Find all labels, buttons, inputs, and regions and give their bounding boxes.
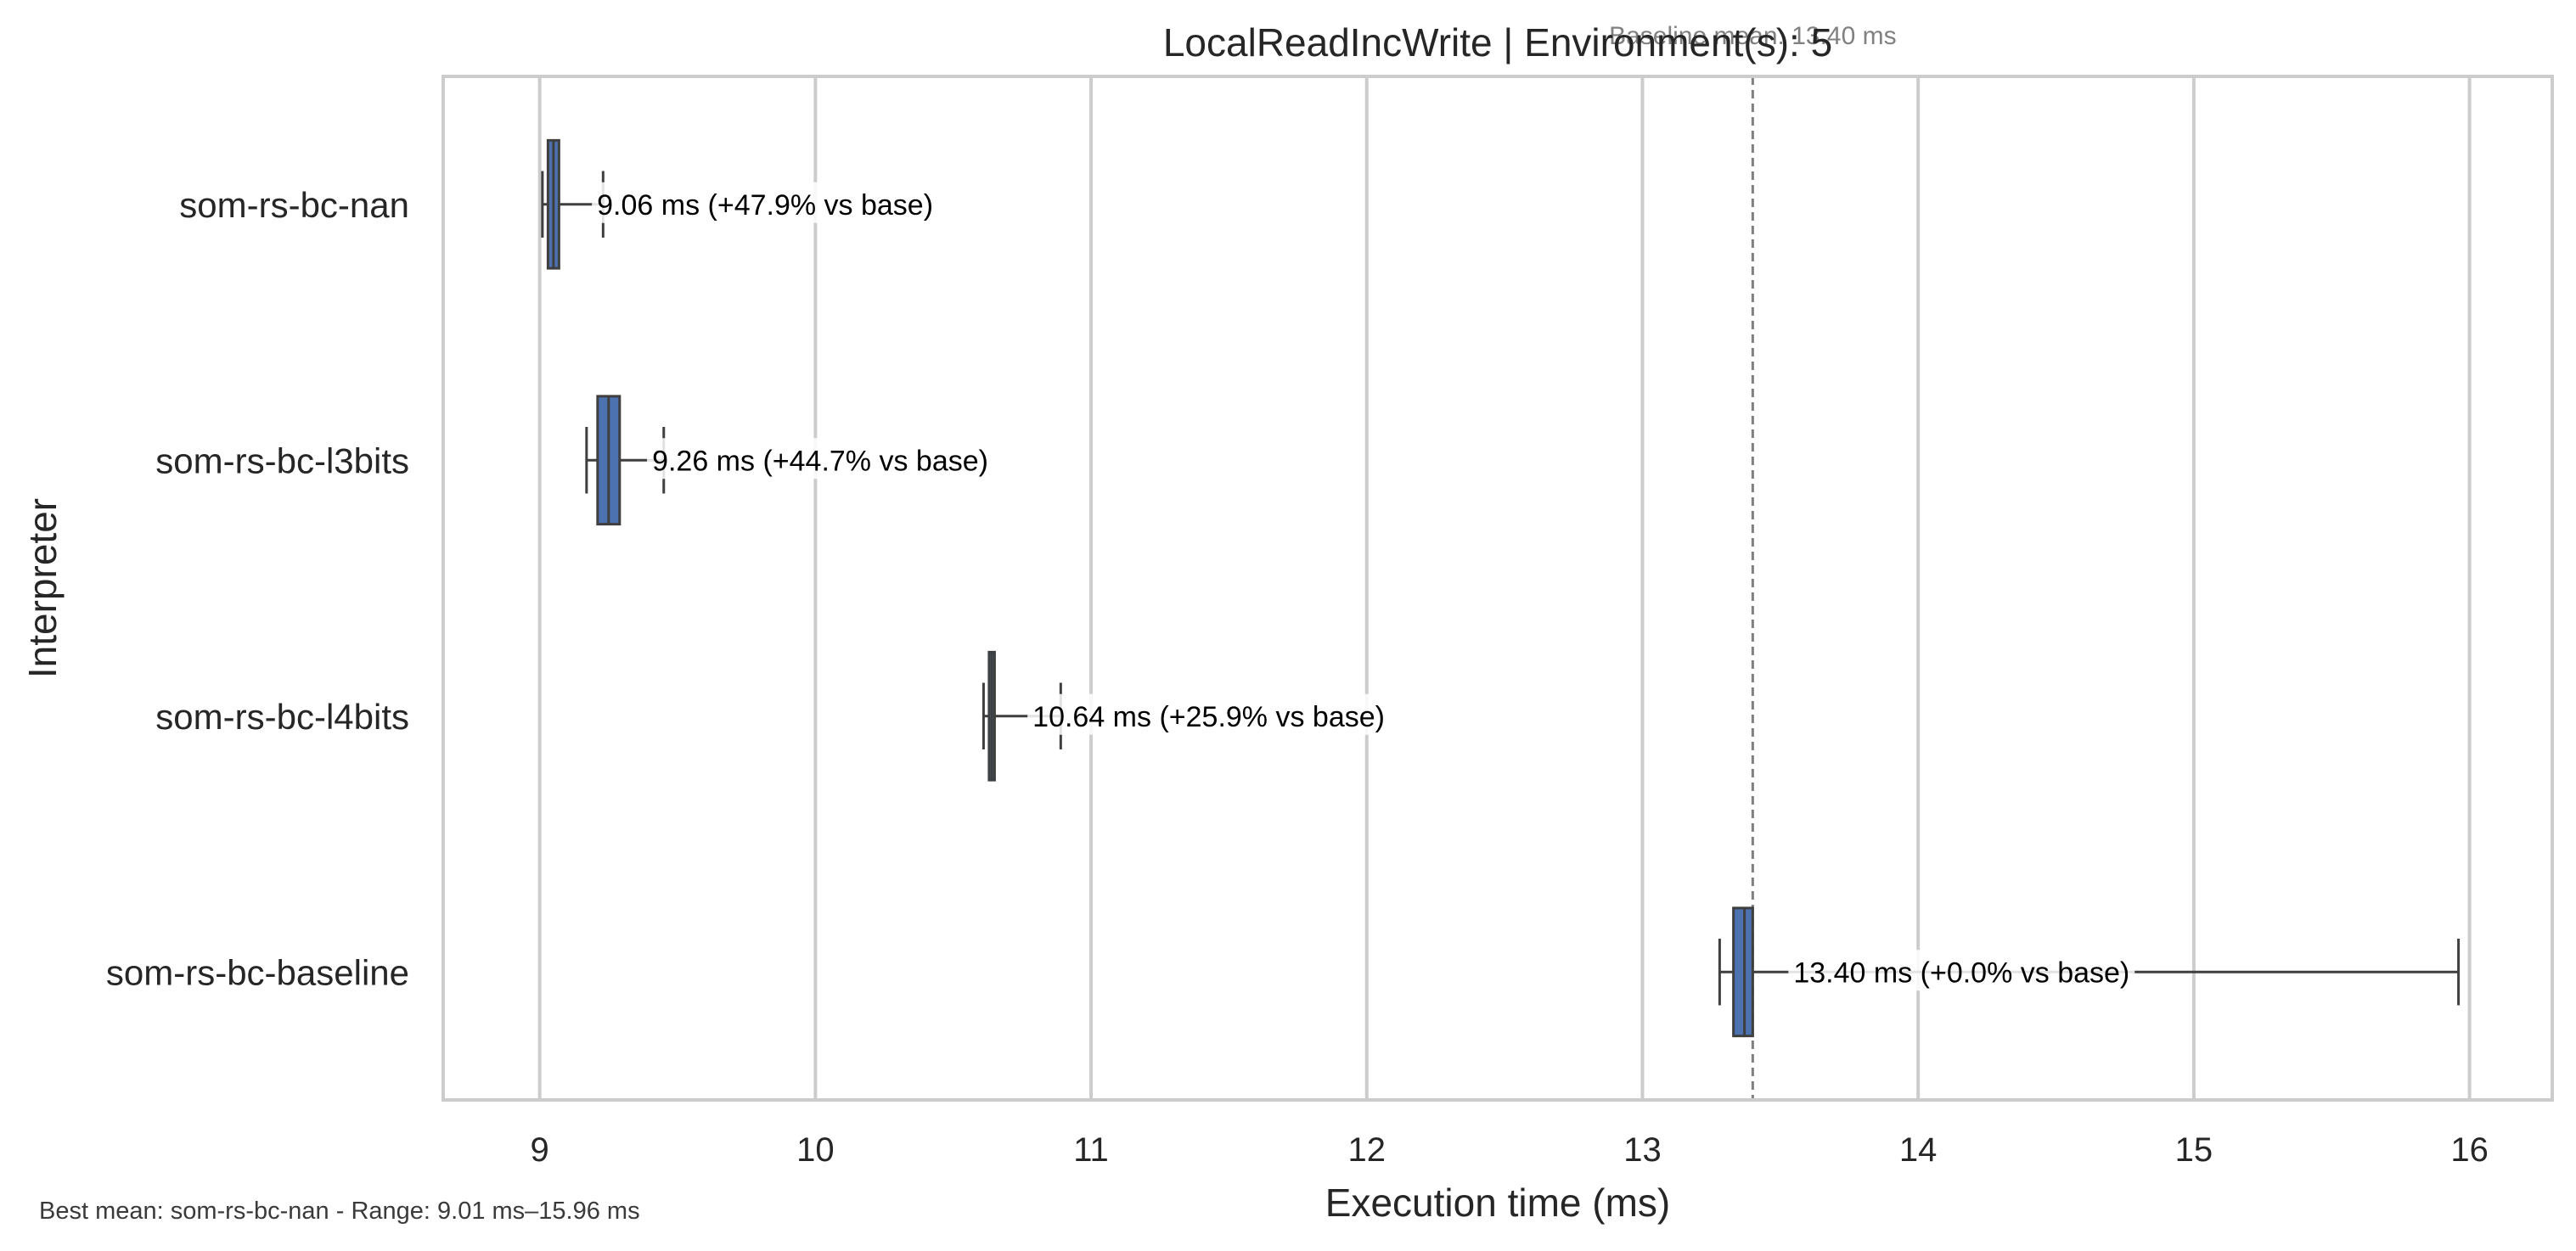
data-label-som-rs-bc-l4bits: 10.64 ms (+25.9% vs base) — [1032, 701, 1385, 733]
x-tick-label-14: 14 — [1899, 1131, 1938, 1169]
x-tick-label-12: 12 — [1348, 1131, 1386, 1169]
y-axis-title: Interpreter — [20, 498, 65, 678]
x-tick-label-10: 10 — [796, 1131, 835, 1169]
plot-area — [443, 76, 2552, 1100]
x-tick-label-13: 13 — [1623, 1131, 1662, 1169]
data-label-background — [592, 182, 939, 223]
y-axis-categories: som-rs-bc-nan som-rs-bc-l3bits som-rs-bc-l… — [106, 185, 409, 993]
box-iqr — [1732, 906, 1754, 1038]
box-som-rs-bc-l3bits — [585, 395, 666, 526]
plot-frame — [442, 75, 2554, 1102]
chart-title: LocalReadIncWrite | Environment(s): 5 — [1163, 20, 1832, 65]
data-label-background — [1027, 693, 1390, 735]
data-label-background — [1788, 950, 2135, 991]
data-labels: 9.06 ms (+47.9% vs base) 9.26 ms (+44.7% … — [592, 182, 2135, 991]
data-label-som-rs-bc-nan: 9.06 ms (+47.9% vs base) — [597, 189, 933, 222]
x-tick-label-16: 16 — [2450, 1131, 2489, 1169]
x-tick-label-15: 15 — [2175, 1131, 2213, 1169]
category-label-som-rs-bc-nan: som-rs-bc-nan — [179, 185, 409, 225]
data-label-som-rs-bc-l3bits: 9.26 ms (+44.7% vs base) — [652, 445, 988, 477]
category-label-som-rs-bc-l3bits: som-rs-bc-l3bits — [155, 440, 409, 480]
x-tick-label-9: 9 — [531, 1131, 549, 1169]
x-axis-ticks: 9 10 11 12 13 14 15 16 — [531, 1131, 2489, 1169]
baseline-mean-label: Baseline mean: 13.40 ms — [1609, 22, 1897, 50]
category-label-som-rs-bc-baseline: som-rs-bc-baseline — [106, 952, 409, 992]
x-axis-title: Execution time (ms) — [1325, 1181, 1670, 1225]
footnote: Best mean: som-rs-bc-nan - Range: 9.01 m… — [39, 1198, 640, 1225]
data-label-som-rs-bc-baseline: 13.40 ms (+0.0% vs base) — [1793, 956, 2129, 989]
x-tick-label-11: 11 — [1073, 1131, 1109, 1169]
grid-lines — [537, 76, 2472, 1100]
data-label-background — [647, 438, 993, 480]
category-label-som-rs-bc-l4bits: som-rs-bc-l4bits — [155, 697, 409, 737]
